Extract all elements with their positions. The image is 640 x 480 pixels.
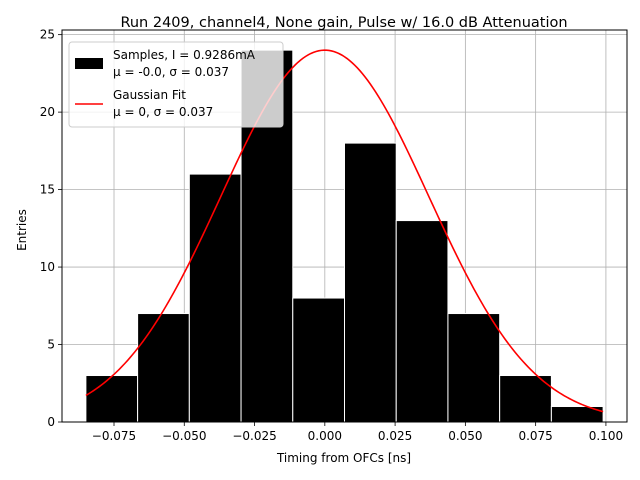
y-tick-label: 0 <box>47 415 55 429</box>
x-tick-label: −0.025 <box>232 429 276 443</box>
histogram-bar <box>85 375 139 423</box>
x-tick-label: 0.100 <box>589 429 623 443</box>
legend-box <box>68 41 284 128</box>
legend: Samples, I = 0.9286mA μ = -0.0, σ = 0.03… <box>68 41 284 128</box>
y-axis-label: Entries <box>15 209 29 251</box>
histogram-bar <box>344 142 397 423</box>
legend-fit-label: Gaussian Fit <box>113 88 186 102</box>
legend-samples-swatch <box>75 58 103 69</box>
x-tick-label: −0.075 <box>92 429 136 443</box>
fit-layer <box>85 49 604 413</box>
chart-title: Run 2409, channel4, None gain, Pulse w/ … <box>120 15 567 31</box>
bars-layer <box>85 49 604 423</box>
histogram-bar <box>499 375 552 423</box>
gaussian-fit-line <box>85 49 604 413</box>
plot-frame <box>61 29 628 423</box>
y-tick-label: 25 <box>40 28 55 42</box>
x-tick-label: 0.075 <box>518 429 552 443</box>
histogram-bar <box>137 313 190 423</box>
legend-fit-stats: μ = 0, σ = 0.037 <box>113 105 213 119</box>
ticks-layer: −0.075 −0.050 −0.025 0.000 0.025 0.050 0.075 0.… <box>40 28 623 443</box>
y-tick-label: 20 <box>40 105 55 119</box>
legend-samples-label: Samples, I = 0.9286mA <box>113 48 256 62</box>
axes-layer <box>61 29 628 423</box>
histogram-bar <box>292 297 345 423</box>
x-axis-label: Timing from OFCs [ns] <box>276 451 411 465</box>
x-tick-label: 0.025 <box>378 429 412 443</box>
x-tick-label: 0.050 <box>448 429 482 443</box>
y-tick-label: 15 <box>40 183 55 197</box>
legend-samples-stats: μ = -0.0, σ = 0.037 <box>113 65 229 79</box>
x-tick-label: −0.050 <box>162 429 206 443</box>
y-tick-label: 5 <box>47 338 55 352</box>
histogram-bar <box>395 220 449 423</box>
histogram-bar <box>447 313 501 423</box>
y-tick-label: 10 <box>40 260 55 274</box>
x-tick-label: 0.000 <box>308 429 342 443</box>
histogram-bar <box>188 173 242 423</box>
